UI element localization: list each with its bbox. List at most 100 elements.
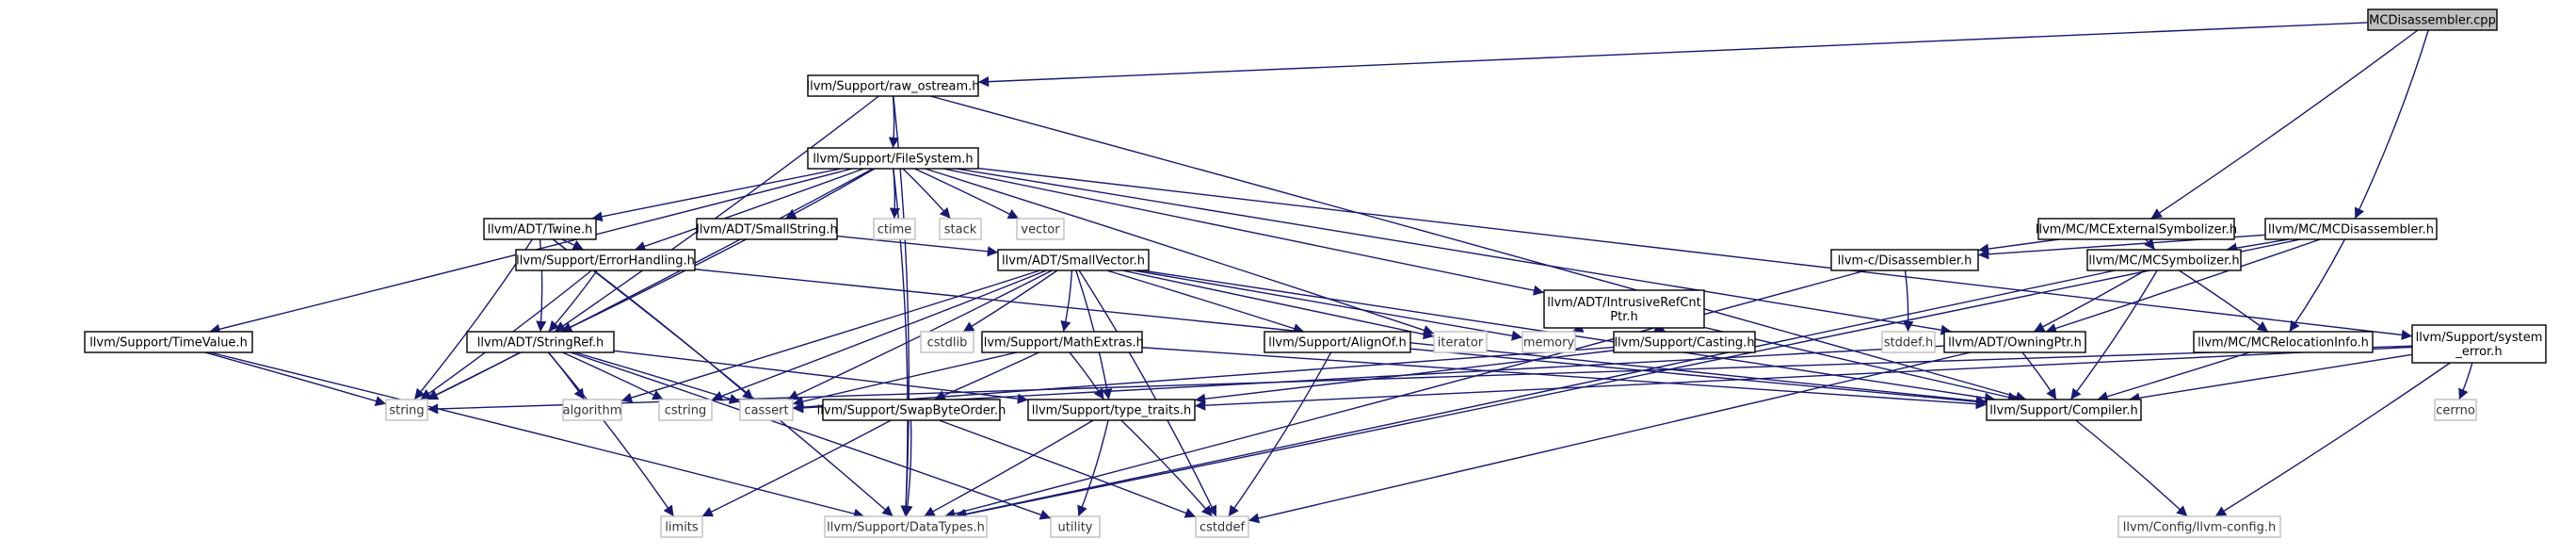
node-llvm-config[interactable]: llvm/Config/llvm-config.h <box>2117 515 2281 538</box>
node-smallstring[interactable]: llvm/ADT/SmallString.h <box>696 218 838 240</box>
node-label: algorithm <box>563 404 622 418</box>
node-label: limits <box>665 521 699 535</box>
node-llvmc-disassembler[interactable]: llvm-c/Disassembler.h <box>1830 249 1979 271</box>
edge-mathextras-to-type_traits <box>1069 351 1105 400</box>
node-alignof[interactable]: llvm/Support/AlignOf.h <box>1264 331 1411 353</box>
edge-stringref-to-string <box>427 351 521 400</box>
edge-swapbyteorder-to-limits <box>701 419 892 517</box>
node-mcsymbolizer[interactable]: llvm/MC/MCSymbolizer.h <box>2086 249 2242 271</box>
node-box <box>873 218 916 240</box>
node-box <box>2264 218 2438 240</box>
edge-mcdisassembler_h-to-datatypes <box>956 238 2301 520</box>
node-box <box>807 74 979 97</box>
node-label: MCDisassembler.cpp <box>2369 14 2496 28</box>
nodes-layer: MCDisassembler.cpp llvm/Support/raw_ostre… <box>84 8 2547 538</box>
node-mcdisassembler-h[interactable]: llvm/MC/MCDisassembler.h <box>2264 218 2438 240</box>
node-owningptr[interactable]: llvm/ADT/OwningPtr.h <box>1943 331 2086 353</box>
edge-mcsymbolizer-to-owningptr <box>2033 269 2146 333</box>
node-algorithm[interactable]: algorithm <box>562 399 622 421</box>
node-label: llvm/MC/MCExternalSymbolizer.h <box>2036 223 2237 237</box>
edge-swapbyteorder-to-cstddef <box>939 419 1197 518</box>
node-raw-ostream[interactable]: llvm/Support/raw_ostream.h <box>806 74 980 97</box>
node-box <box>2086 249 2242 271</box>
node-mathextras[interactable]: llvm/Support/MathExtras.h <box>980 331 1144 353</box>
node-label: llvm-c/Disassembler.h <box>1838 254 1972 269</box>
node-timevalue[interactable]: llvm/Support/TimeValue.h <box>84 331 253 353</box>
node-utility[interactable]: utility <box>1050 515 1101 538</box>
node-box <box>920 331 974 353</box>
node-twine[interactable]: llvm/ADT/Twine.h <box>483 218 597 240</box>
edge-smallvector-to-cstring <box>711 269 1047 401</box>
node-cstdlib[interactable]: cstdlib <box>920 331 974 353</box>
node-box <box>822 399 1001 421</box>
node-label: llvm/Support/SwapByteOrder.h <box>817 404 1006 418</box>
node-cstddef[interactable]: cstddef <box>1195 515 1249 538</box>
node-cerrno[interactable]: cerrno <box>2434 399 2477 421</box>
node-label: llvm/ADT/IntrusiveRefCnt <box>1547 296 1700 310</box>
node-stringref[interactable]: llvm/ADT/StringRef.h <box>466 331 615 353</box>
node-label: llvm/Support/FileSystem.h <box>813 153 973 167</box>
node-label: llvm/MC/MCSymbolizer.h <box>2088 254 2239 269</box>
node-memory[interactable]: memory <box>1521 331 1576 353</box>
node-vector[interactable]: vector <box>1016 218 1065 240</box>
node-stack[interactable]: stack <box>939 218 982 240</box>
edge-mcsymbolizer-to-mcrelocationinfo <box>2179 269 2269 333</box>
edge-twine-to-stringref <box>536 238 547 333</box>
edges-layer <box>204 22 2473 524</box>
node-casting[interactable]: llvm/Support/Casting.h <box>1613 331 1756 353</box>
node-cstring[interactable]: cstring <box>658 399 713 421</box>
node-swapbyteorder[interactable]: llvm/Support/SwapByteOrder.h <box>817 399 1006 421</box>
edge-type_traits-to-utility <box>1077 419 1109 517</box>
node-mcexternalsymbolizer[interactable]: llvm/MC/MCExternalSymbolizer.h <box>2036 218 2237 240</box>
node-label: _error.h <box>2455 345 2502 359</box>
node-label: cstdlib <box>927 336 968 351</box>
node-datatypes[interactable]: llvm/Support/DataTypes.h <box>824 515 988 538</box>
node-stddef-h[interactable]: stddef.h <box>1881 331 1936 353</box>
node-label: cerrno <box>2436 404 2475 418</box>
node-system-error[interactable]: llvm/Support/system_error.h <box>2411 324 2547 364</box>
node-box <box>658 399 713 421</box>
node-box <box>2037 218 2235 240</box>
node-ctime[interactable]: ctime <box>873 218 916 240</box>
node-label: Ptr.h <box>1610 310 1637 324</box>
node-compiler[interactable]: llvm/Support/Compiler.h <box>1986 399 2142 421</box>
edge-mcdisassembler_h-to-mcsymbolizer <box>2226 238 2289 253</box>
edge-compiler-to-llvm_config <box>2075 419 2188 517</box>
node-label: stack <box>944 223 977 237</box>
node-mcdisassembler-cpp[interactable]: MCDisassembler.cpp <box>2367 8 2498 31</box>
node-box <box>739 399 794 421</box>
node-box <box>1264 331 1411 353</box>
edge-mcrelocationinfo-to-compiler <box>2097 351 2250 402</box>
edge-alignof-to-cstddef <box>1228 351 1332 517</box>
edge-mcdisassembler_cpp-to-mcdisassembler_h <box>2354 29 2429 220</box>
node-type-traits[interactable]: llvm/Support/type_traits.h <box>1027 399 1196 421</box>
node-label: llvm/Support/Casting.h <box>1614 336 1754 351</box>
node-limits[interactable]: limits <box>660 515 703 538</box>
node-box <box>997 249 1150 271</box>
node-smallvector[interactable]: llvm/ADT/SmallVector.h <box>997 249 1150 271</box>
edge-mcdisassembler_cpp-to-raw_ostream <box>977 22 2369 88</box>
edge-timevalue-to-string <box>204 351 387 406</box>
node-label: cassert <box>744 404 788 418</box>
node-mcrelocationinfo[interactable]: llvm/MC/MCRelocationInfo.h <box>2193 331 2374 353</box>
node-box <box>385 399 428 421</box>
node-label: llvm/ADT/Twine.h <box>488 223 593 237</box>
edge-twine-to-datatypes <box>552 238 894 517</box>
node-box <box>696 218 838 240</box>
edge-mcexternalsymbolizer-to-mcsymbolizer <box>2144 237 2156 251</box>
edge-owningptr-to-compiler <box>2021 351 2057 400</box>
node-errorhandling[interactable]: llvm/Support/ErrorHandling.h <box>515 249 696 271</box>
node-label: cstddef <box>1199 521 1246 535</box>
edge-smallvector-to-cstdlib <box>962 269 1058 333</box>
node-filesystem[interactable]: llvm/Support/FileSystem.h <box>807 147 979 170</box>
node-label: memory <box>1523 336 1575 351</box>
node-cassert[interactable]: cassert <box>739 399 794 421</box>
node-label: llvm/Support/AlignOf.h <box>1268 336 1407 351</box>
node-iterator[interactable]: iterator <box>1433 331 1488 353</box>
edge-llvmc_disassembler-to-datatypes <box>944 269 1866 519</box>
node-string[interactable]: string <box>385 399 428 421</box>
edge-filesystem-to-vector <box>914 168 1020 220</box>
edge-mcsymbolizer-to-datatypes <box>954 269 2116 520</box>
